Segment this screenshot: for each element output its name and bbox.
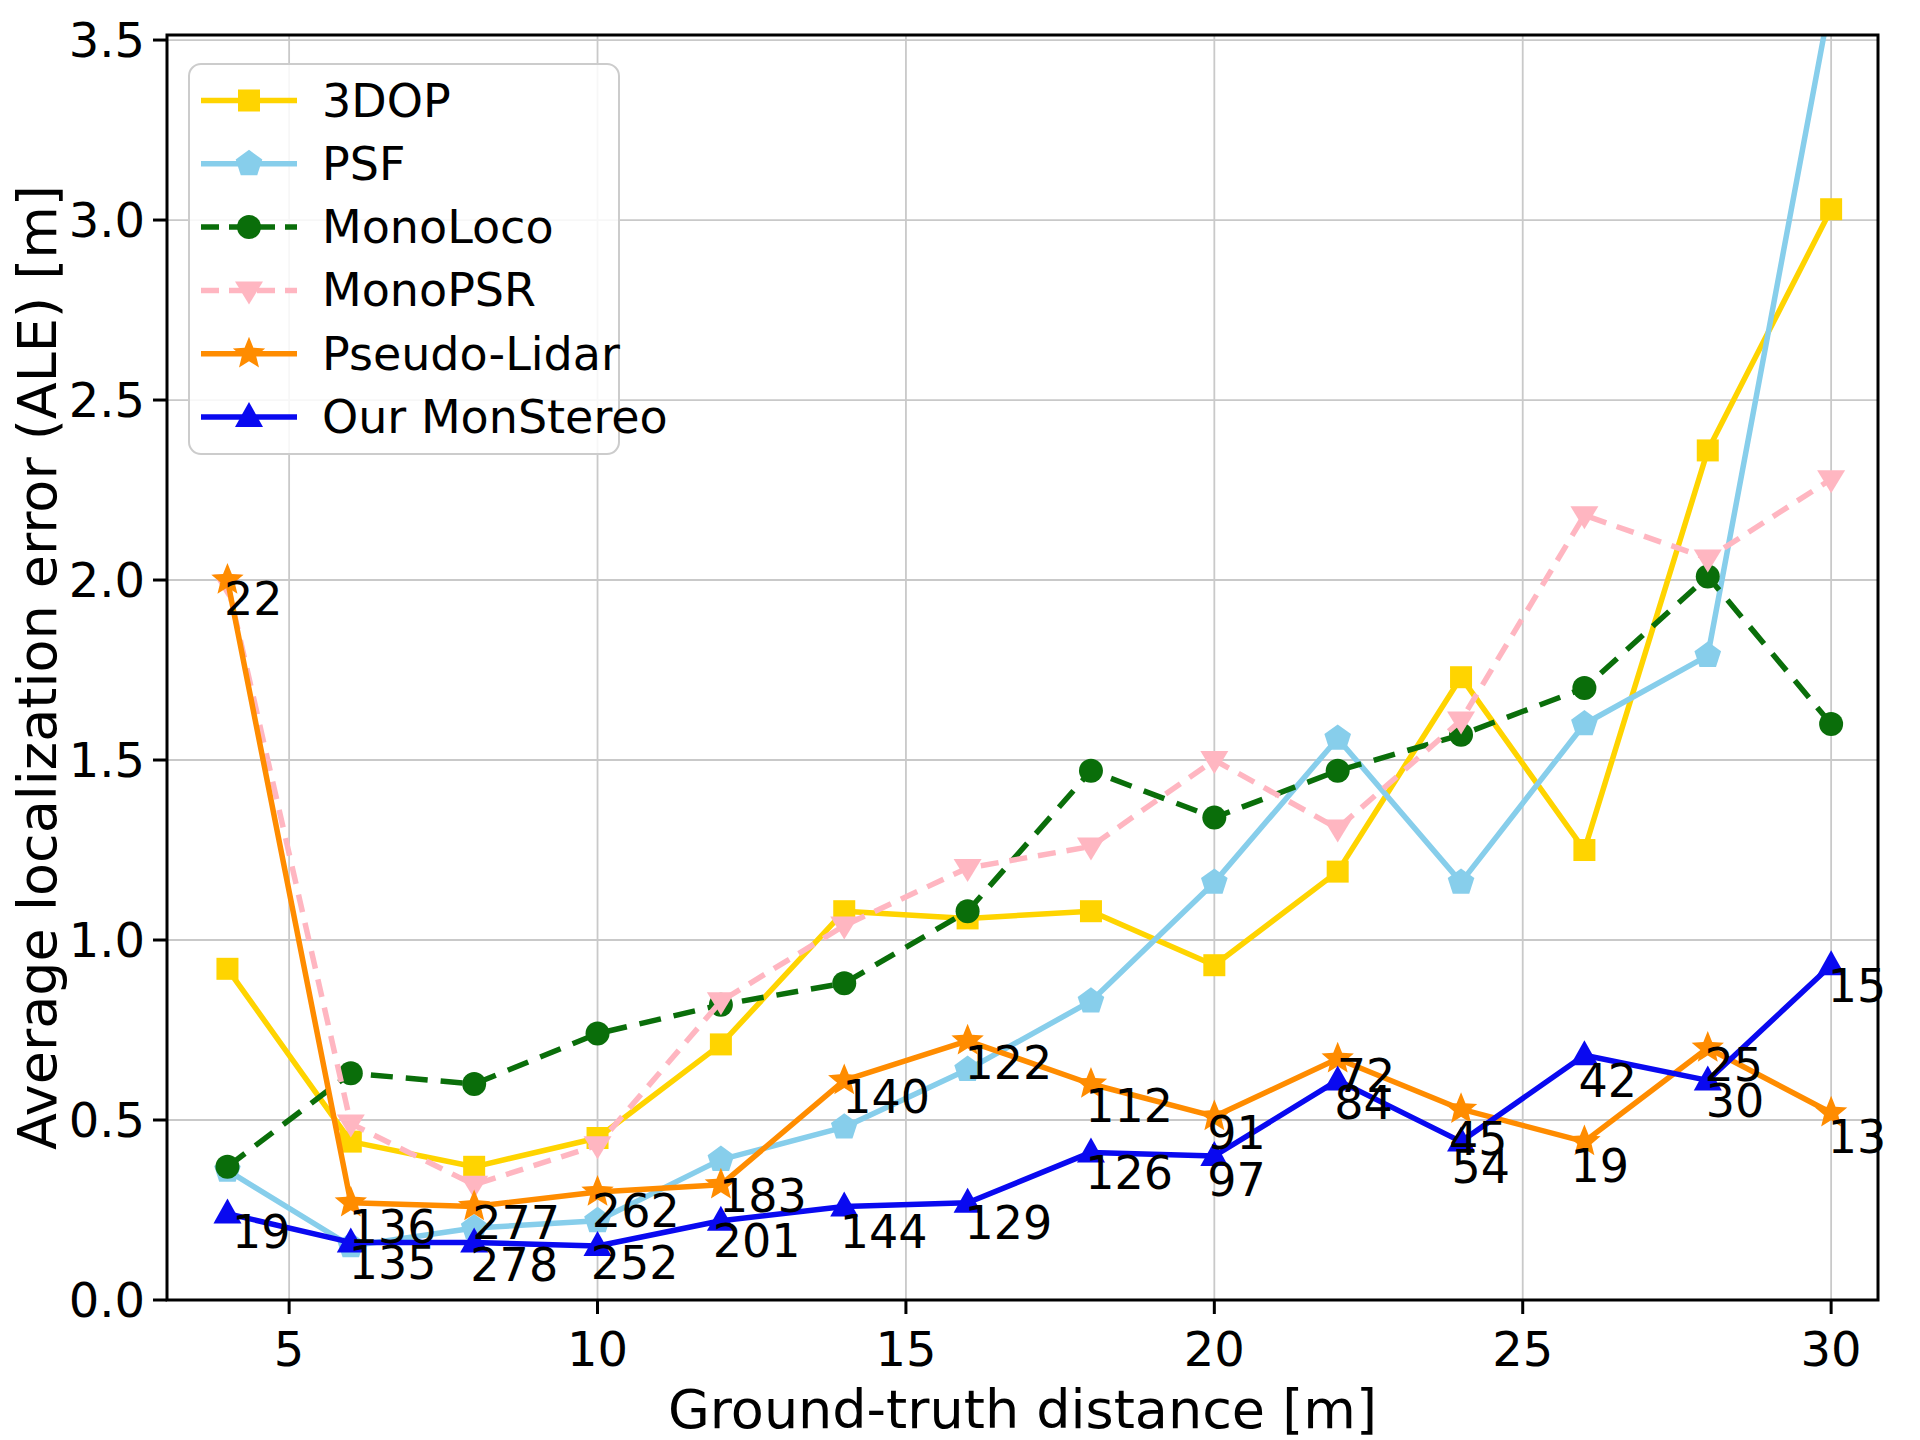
instance-count-annotation: 22 xyxy=(224,572,283,626)
circle-marker-icon xyxy=(1079,759,1103,783)
legend-label: PSF xyxy=(322,137,405,191)
instance-count-annotation: 201 xyxy=(713,1214,801,1268)
square-marker-icon xyxy=(1327,861,1349,883)
square-marker-icon xyxy=(463,1156,485,1178)
legend-label: Pseudo-Lidar xyxy=(322,327,620,381)
circle-marker-icon xyxy=(586,1022,610,1046)
pentagon-marker-icon xyxy=(1818,0,1845,8)
triangle-down-marker-icon xyxy=(1694,549,1722,572)
square-marker-icon xyxy=(1573,839,1595,861)
pentagon-marker-icon xyxy=(708,1146,735,1171)
instance-count-annotation: 84 xyxy=(1334,1076,1393,1130)
chart-canvas: 2219136135277278262252183201140144122129… xyxy=(0,0,1920,1440)
x-tick-label: 25 xyxy=(1492,1321,1553,1377)
legend-label: 3DOP xyxy=(322,74,451,128)
square-marker-icon xyxy=(710,1033,732,1055)
y-tick-label: 3.0 xyxy=(69,192,145,248)
series-pseudo-lidar xyxy=(211,563,1847,1220)
pentagon-marker-icon xyxy=(1571,710,1598,735)
instance-count-annotation: 262 xyxy=(592,1184,680,1238)
square-marker-icon xyxy=(1203,954,1225,976)
x-axis-label: Ground-truth distance [m] xyxy=(668,1378,1377,1440)
circle-marker-icon xyxy=(1819,712,1843,736)
legend-label: MonoLoco xyxy=(322,200,554,254)
instance-count-annotation: 252 xyxy=(591,1236,679,1290)
circle-marker-icon xyxy=(339,1061,363,1085)
instance-count-annotation: 112 xyxy=(1085,1079,1173,1133)
instance-count-annotation: 140 xyxy=(842,1070,930,1124)
circle-marker-icon xyxy=(215,1155,239,1179)
square-marker-icon xyxy=(1697,439,1719,461)
y-tick-label: 3.5 xyxy=(69,12,145,68)
instance-count-annotation: 135 xyxy=(349,1236,437,1290)
square-marker-icon xyxy=(216,958,238,980)
instance-count-annotation: 97 xyxy=(1207,1153,1266,1207)
x-tick-label: 15 xyxy=(875,1321,936,1377)
y-tick-label: 2.5 xyxy=(69,372,145,428)
instance-count-annotation: 19 xyxy=(232,1205,291,1259)
series-line xyxy=(227,580,1831,1206)
legend-label: Our MonStereo xyxy=(322,390,668,444)
instance-count-annotation: 129 xyxy=(964,1196,1052,1250)
circle-marker-icon xyxy=(462,1072,486,1096)
circle-marker-icon xyxy=(832,971,856,995)
triangle-down-marker-icon xyxy=(1817,470,1845,493)
instance-count-annotation: 278 xyxy=(470,1238,558,1292)
triangle-down-marker-icon xyxy=(830,917,858,940)
instance-count-annotation: 126 xyxy=(1085,1146,1173,1200)
circle-marker-icon xyxy=(1202,806,1226,830)
square-marker-icon xyxy=(1080,900,1102,922)
circle-marker-icon xyxy=(237,215,261,239)
instance-count-annotation: 30 xyxy=(1706,1074,1765,1128)
circle-marker-icon xyxy=(1572,676,1596,700)
square-marker-icon xyxy=(238,90,260,112)
legend-label: MonoPSR xyxy=(322,263,536,317)
square-marker-icon xyxy=(1820,198,1842,220)
instance-count-annotation: 54 xyxy=(1452,1140,1511,1194)
square-marker-icon xyxy=(1450,666,1472,688)
x-tick-label: 20 xyxy=(1184,1321,1245,1377)
x-tick-label: 10 xyxy=(567,1321,628,1377)
y-tick-label: 1.5 xyxy=(69,732,145,788)
instance-count-annotation: 122 xyxy=(964,1036,1052,1090)
pentagon-marker-icon xyxy=(1694,642,1721,667)
y-axis-label: Average localization error (ALE) [m] xyxy=(6,185,69,1150)
legend: 3DOP PSF MonoLoco MonoPSR Pseudo-Lidar O… xyxy=(189,64,668,454)
circle-marker-icon xyxy=(956,899,980,923)
pentagon-marker-icon xyxy=(1324,724,1351,749)
circle-marker-icon xyxy=(1326,759,1350,783)
x-tick-label: 30 xyxy=(1801,1321,1862,1377)
triangle-down-marker-icon xyxy=(1324,819,1352,842)
instance-count-annotation: 42 xyxy=(1579,1054,1638,1108)
instance-count-annotation: 19 xyxy=(1571,1139,1630,1193)
y-tick-label: 1.0 xyxy=(69,912,145,968)
y-tick-label: 0.0 xyxy=(69,1272,145,1328)
x-tick-label: 5 xyxy=(274,1321,305,1377)
y-tick-label: 2.0 xyxy=(69,552,145,608)
figure-monstereo-ale-chart: 2219136135277278262252183201140144122129… xyxy=(0,0,1920,1440)
instance-count-annotation: 144 xyxy=(840,1205,928,1259)
y-tick-label: 0.5 xyxy=(69,1092,145,1148)
